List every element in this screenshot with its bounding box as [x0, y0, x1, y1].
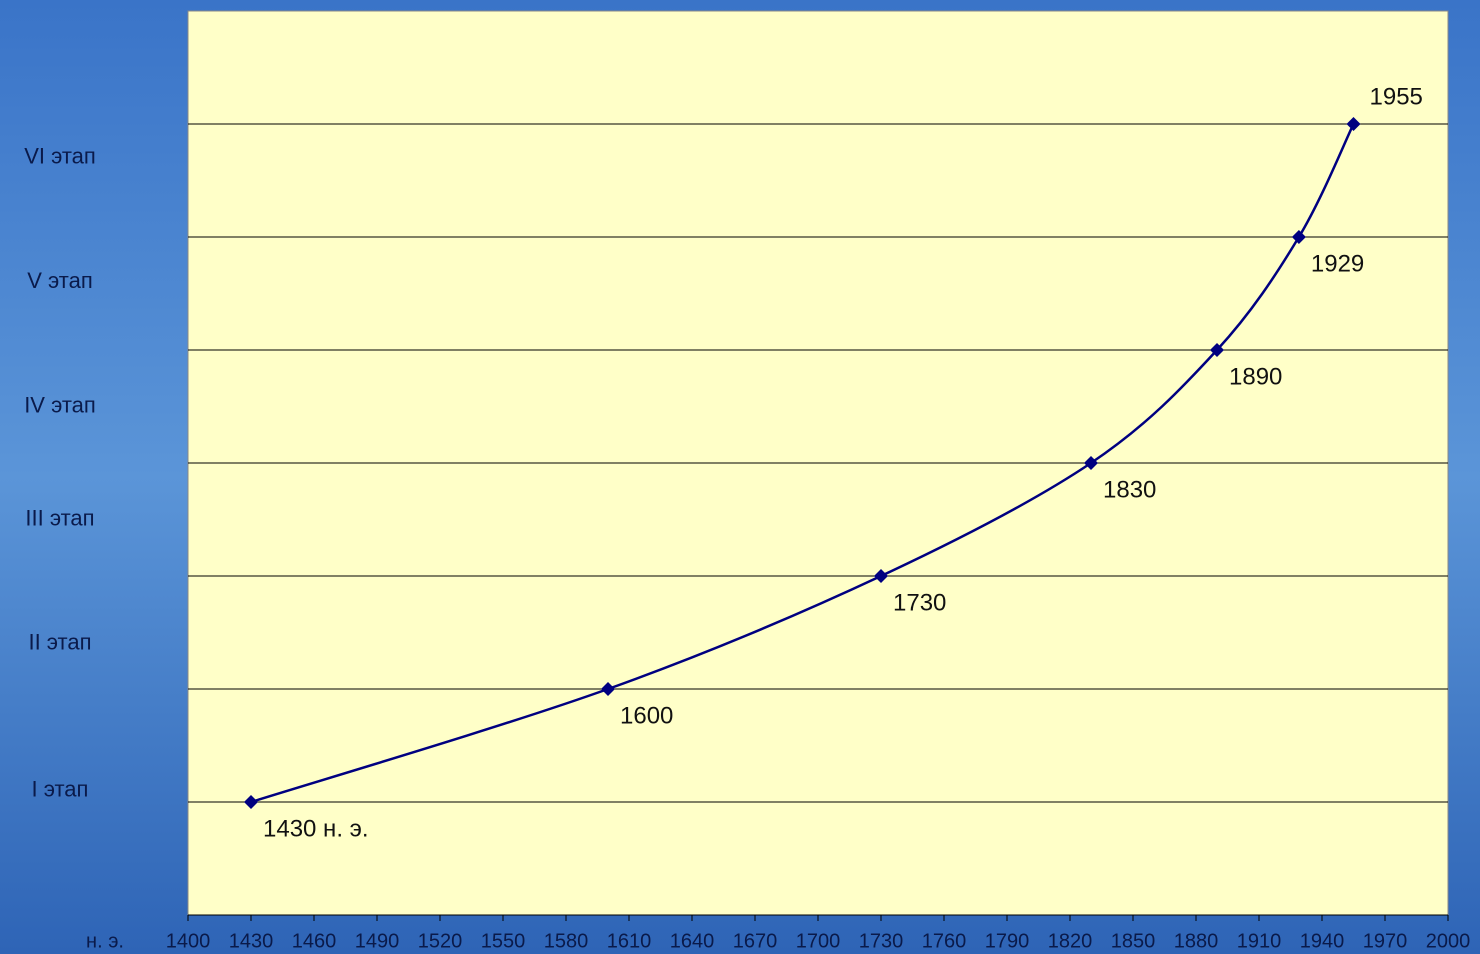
- data-label: 1430 н. э.: [263, 815, 369, 842]
- x-tick-label: 1880: [1174, 930, 1219, 952]
- data-label: 1600: [620, 702, 673, 729]
- x-tick-label: 1550: [481, 930, 526, 952]
- x-tick-label: 1490: [355, 930, 400, 952]
- y-tick-label: V этап: [27, 268, 93, 293]
- x-tick-label: 2000: [1426, 930, 1471, 952]
- x-tick-label: 1430: [229, 930, 274, 952]
- x-axis-label: н. э.: [86, 930, 124, 952]
- data-label: 1730: [893, 589, 946, 616]
- y-tick-label: IV этап: [24, 392, 96, 417]
- marker: [1346, 117, 1361, 131]
- x-tick-label: 1730: [859, 930, 904, 952]
- x-tick-label: 1520: [418, 930, 463, 952]
- x-tick-label: 1940: [1300, 930, 1345, 952]
- x-tick-label: 1610: [607, 930, 652, 952]
- x-tick-label: 1760: [922, 930, 967, 952]
- marker: [601, 682, 615, 696]
- x-tick-label: 1970: [1363, 930, 1408, 952]
- marker: [1084, 456, 1098, 470]
- x-tick-label: 1700: [796, 930, 841, 952]
- x-tick-label: 1850: [1111, 930, 1156, 952]
- x-tick-label: 1640: [670, 930, 715, 952]
- y-tick-label: VI этап: [24, 144, 96, 169]
- data-label: 1830: [1103, 476, 1156, 503]
- x-tick-label: 1580: [544, 930, 589, 952]
- y-tick-label: I этап: [32, 777, 89, 802]
- marker: [1291, 230, 1306, 244]
- marker: [1210, 343, 1224, 357]
- x-tick-label: 1790: [985, 930, 1030, 952]
- marker: [244, 795, 258, 809]
- data-label: 1929: [1311, 250, 1364, 277]
- y-tick-label: III этап: [25, 505, 94, 530]
- x-tick-label: 1400: [166, 930, 211, 952]
- x-tick-label: 1820: [1048, 930, 1093, 952]
- data-label: 1890: [1229, 363, 1282, 390]
- marker: [874, 569, 888, 583]
- data-label: 1955: [1370, 83, 1423, 110]
- x-tick-label: 1460: [292, 930, 337, 952]
- x-tick-label: 1670: [733, 930, 778, 952]
- x-tick-label: 1910: [1237, 930, 1282, 952]
- y-tick-label: II этап: [28, 630, 91, 655]
- line: [250, 123, 1355, 804]
